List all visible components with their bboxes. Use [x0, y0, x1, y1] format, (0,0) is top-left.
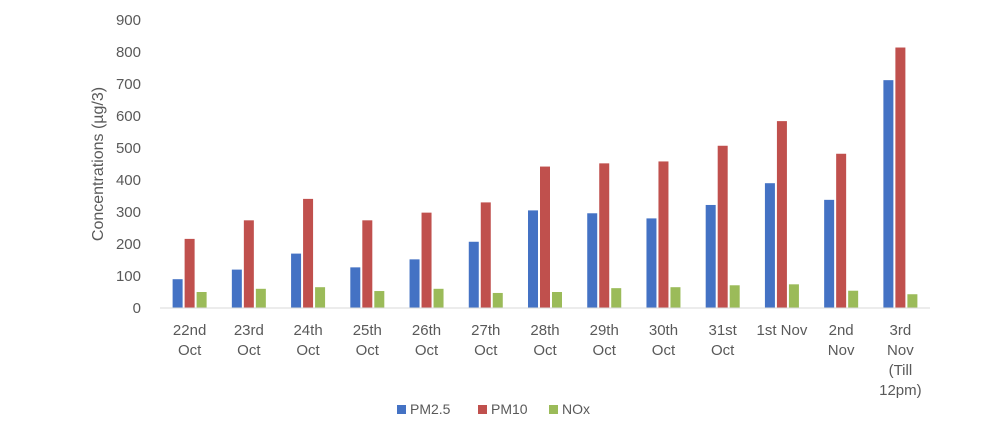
- y-tick-label: 800: [116, 44, 141, 61]
- y-tick-label: 0: [133, 300, 141, 317]
- y-tick-label: 900: [116, 12, 141, 29]
- bar-pm2-5: [409, 259, 420, 308]
- bar-nox: [611, 288, 622, 308]
- y-axis-ticks: 0 100 200 300 400 500 600 700 800 900: [116, 12, 141, 317]
- bar-pm2-5: [883, 80, 894, 308]
- bar-pm10: [658, 161, 669, 308]
- x-tick-label: 27th Oct: [471, 322, 500, 359]
- bar-pm10: [540, 166, 550, 308]
- legend-swatch: [478, 405, 487, 414]
- bar-pm10: [303, 198, 314, 308]
- x-tick-label: 26th Oct: [412, 322, 441, 359]
- y-tick-label: 300: [116, 204, 141, 221]
- bar-nox: [433, 288, 444, 308]
- bar-pm10: [717, 145, 728, 308]
- legend-swatch: [549, 405, 558, 414]
- bar-pm10: [836, 153, 847, 308]
- x-tick-label: 29th Oct: [590, 322, 619, 359]
- bar-pm2-5: [646, 218, 657, 308]
- bar-nox: [729, 285, 740, 308]
- y-axis-title: Concentrations (µg/3): [90, 87, 107, 241]
- y-tick-label: 700: [116, 76, 141, 93]
- bar-pm10: [243, 220, 254, 308]
- bar-nox: [788, 284, 799, 308]
- bar-nox: [374, 291, 385, 308]
- bar-nox: [315, 287, 326, 308]
- bar-pm2-5: [231, 269, 242, 308]
- y-tick-label: 600: [116, 108, 141, 125]
- legend-label: NOx: [562, 401, 590, 417]
- bar-pm10: [362, 220, 373, 308]
- bar-nox: [196, 292, 207, 308]
- bar-pm2-5: [528, 210, 538, 308]
- bar-nox: [907, 294, 918, 308]
- x-tick-label: 2nd Nov: [828, 322, 855, 359]
- bar-pm2-5: [587, 213, 598, 308]
- y-tick-label: 200: [116, 236, 141, 253]
- bar-nox: [848, 290, 859, 308]
- bar-pm10: [480, 202, 491, 308]
- y-tick-label: 500: [116, 140, 141, 157]
- bar-pm10: [184, 238, 195, 308]
- x-tick-label: 31st Oct: [709, 322, 738, 359]
- bar-pm2-5: [172, 279, 183, 308]
- legend-label: PM2.5: [410, 401, 451, 417]
- bar-pm2-5: [468, 241, 479, 308]
- bar-pm2-5: [824, 199, 835, 308]
- bar-groups: [172, 47, 918, 309]
- bar-pm10: [776, 121, 787, 309]
- bar-pm2-5: [705, 204, 716, 308]
- x-tick-label: 1st Nov: [756, 322, 807, 339]
- bar-nox: [670, 287, 681, 308]
- bar-pm2-5: [350, 267, 361, 308]
- x-tick-label: 23rd Oct: [234, 322, 264, 359]
- legend-swatch: [397, 405, 406, 414]
- y-tick-label: 100: [116, 268, 141, 285]
- x-tick-label: 3rd Nov (Till 12pm): [879, 322, 922, 399]
- x-tick-label: 25th Oct: [353, 322, 382, 359]
- bar-pm10: [895, 47, 906, 309]
- bar-nox: [492, 292, 503, 308]
- legend-label: PM10: [491, 401, 528, 417]
- x-tick-label: 22nd Oct: [173, 322, 206, 359]
- x-tick-label: 30th Oct: [649, 322, 678, 359]
- y-tick-label: 400: [116, 172, 141, 189]
- bar-nox: [552, 292, 562, 308]
- x-axis-ticks: 22nd Oct 23rd Oct 24th Oct 25th Oct 26th Oct 27th O…: [173, 322, 922, 399]
- legend: PM2.5 PM10 NOx: [397, 401, 590, 417]
- bar-pm10: [599, 163, 610, 308]
- x-tick-label: 28th Oct: [530, 322, 559, 359]
- x-tick-label: 24th Oct: [293, 322, 322, 359]
- bar-pm10: [421, 212, 432, 308]
- bar-nox: [255, 288, 266, 308]
- bar-pm2-5: [291, 253, 302, 308]
- bar-pm2-5: [764, 183, 775, 308]
